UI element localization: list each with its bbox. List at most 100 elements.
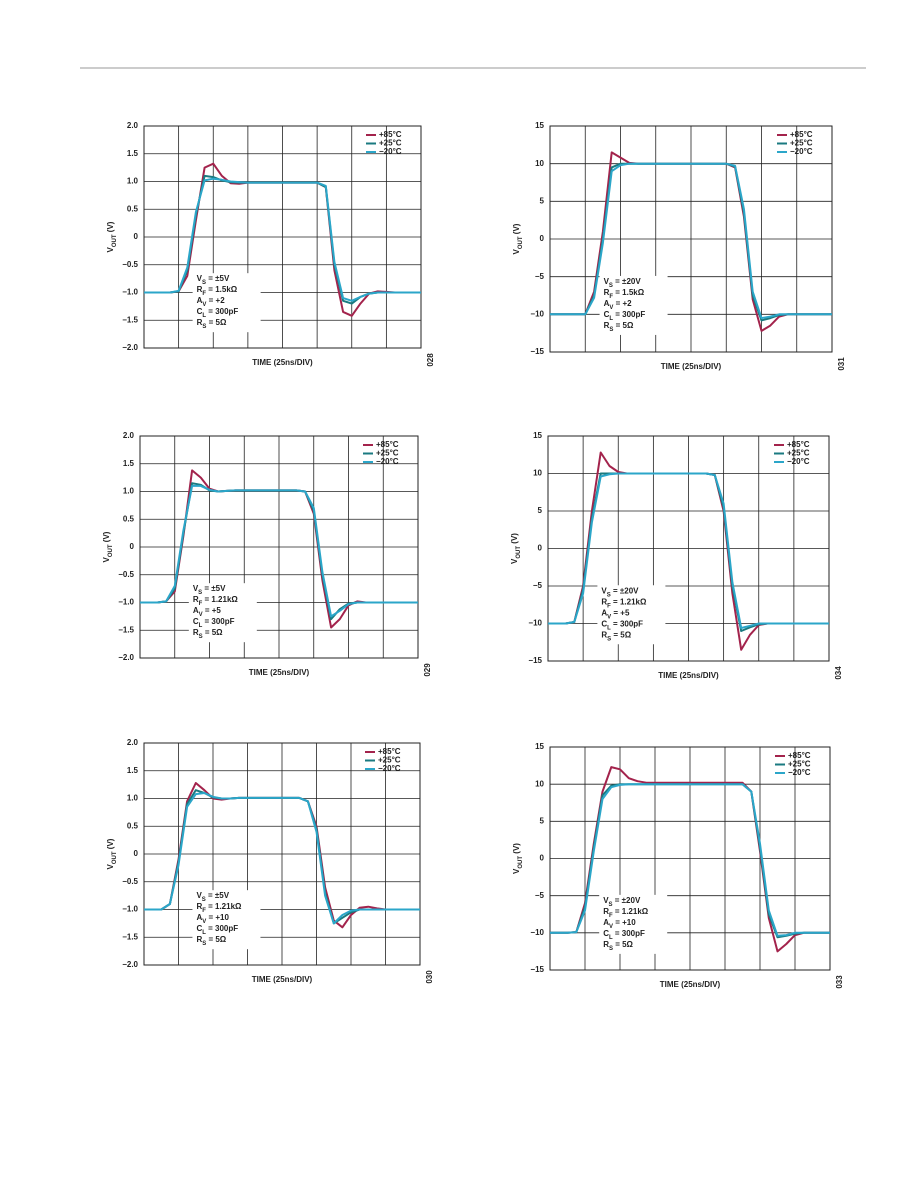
chart: −15 −10 −5 0 5 10 15 +85°C+25°C−20°C TIME (25ns/… <box>528 431 843 680</box>
annotation-line-rest: = 300pF <box>206 924 238 933</box>
annotation-line-sub: S <box>609 945 613 951</box>
annotation-line-main: R <box>603 940 609 949</box>
series-line <box>140 484 418 618</box>
y-tick-label: −5 <box>533 581 543 590</box>
y-tick-label: −2.0 <box>118 653 134 662</box>
legend-label: +85°C <box>378 747 401 756</box>
y-tick-label: 1.5 <box>123 459 135 468</box>
y-tick-label: 0.5 <box>127 821 139 830</box>
y-tick-label: 15 <box>535 121 544 130</box>
annotation-line-sub: S <box>609 327 613 333</box>
legend-label: −20°C <box>790 147 813 156</box>
annotation-box <box>599 275 668 335</box>
annotation-line-sub: L <box>202 930 206 936</box>
y-tick-label: −0.5 <box>122 260 138 269</box>
annotation-line: VS = ±5V <box>193 584 226 595</box>
y-axis-label: VOUT (V) <box>106 221 117 252</box>
x-axis-label: TIME (25ns/DIV) <box>661 362 722 371</box>
y-tick-label: −1.5 <box>122 315 138 324</box>
annotation-line-main: V <box>603 896 609 905</box>
y-axis-label: VOUT (V) <box>512 843 523 874</box>
y-tick-label: −1.5 <box>122 932 138 941</box>
annotation-line-main: R <box>196 902 202 911</box>
annotation-line-rest: = 300pF <box>613 929 645 938</box>
y-tick-label: −0.5 <box>122 877 138 886</box>
annotation-line: VS = ±20V <box>604 277 642 288</box>
annotation-line-main: C <box>197 307 203 316</box>
annotation-line-main: R <box>604 288 610 297</box>
y-tick-label: −0.5 <box>118 570 134 579</box>
legend-label: +25°C <box>376 449 399 458</box>
annotation-line: CL = 300pF <box>193 617 235 628</box>
annotation-line-rest: = +5 <box>611 608 630 617</box>
figure-id: 028 <box>426 353 435 367</box>
annotation-line-sub: S <box>202 280 206 286</box>
y-axis-label-main: V <box>106 863 115 869</box>
y-tick-label: 10 <box>533 469 542 478</box>
y-tick-label: 1.5 <box>127 766 139 775</box>
annotation-line: RS = 5Ω <box>604 321 634 332</box>
annotation-line: RF = 1.21kΩ <box>196 902 242 913</box>
annotation-line-main: V <box>197 274 203 283</box>
annotation-line: AV = +2 <box>604 299 633 310</box>
y-tick-label: 15 <box>535 742 544 751</box>
annotation-box <box>192 273 261 333</box>
annotation-line-rest: = ±5V <box>206 274 230 283</box>
series-line <box>550 162 832 320</box>
y-tick-label: −1.5 <box>118 625 134 634</box>
y-tick-label: −1.0 <box>122 905 138 914</box>
figure-id: 031 <box>837 357 846 371</box>
y-tick-label: 10 <box>535 159 544 168</box>
annotation-line-sub: V <box>199 612 203 618</box>
figure-id: 030 <box>425 970 434 984</box>
annotation-line-sub: F <box>199 601 203 607</box>
legend-label: +25°C <box>790 139 813 148</box>
annotation-line-rest: = 5Ω <box>613 940 634 949</box>
annotation-line-rest: = 300pF <box>611 619 643 628</box>
legend-label: −20°C <box>378 764 401 773</box>
annotation-line: AV = +10 <box>196 913 229 924</box>
series-line <box>144 792 420 925</box>
annotation-line-main: R <box>193 595 199 604</box>
annotation-line-main: V <box>196 891 202 900</box>
annotation-line-sub: F <box>607 603 611 609</box>
annotation-line-sub: V <box>609 305 613 311</box>
x-axis-label: TIME (25ns/DIV) <box>249 668 310 677</box>
annotation-line-rest: = 1.21kΩ <box>611 597 647 606</box>
y-tick-label: 5 <box>538 506 543 515</box>
y-axis-label-rest: (V) <box>102 531 111 544</box>
annotation-line-rest: = ±5V <box>202 584 226 593</box>
annotation-line-main: C <box>603 929 609 938</box>
y-tick-label: 0 <box>540 234 545 243</box>
annotation-line-main: A <box>196 913 202 922</box>
annotation-line-rest: = ±20V <box>613 896 641 905</box>
y-tick-label: 0.5 <box>123 514 135 523</box>
y-tick-label: −10 <box>530 309 544 318</box>
annotation-line: VS = ±5V <box>196 891 229 902</box>
annotation-line: AV = +5 <box>193 606 222 617</box>
y-tick-label: 1.0 <box>127 794 139 803</box>
y-axis-label-rest: (V) <box>106 838 115 851</box>
annotation-line: RS = 5Ω <box>601 630 631 641</box>
y-axis-label-rest: (V) <box>512 843 521 856</box>
annotation-line-rest: = 1.5kΩ <box>613 288 645 297</box>
y-axis-label-main: V <box>512 248 521 254</box>
annotation-line-rest: = 300pF <box>613 310 645 319</box>
y-tick-label: −15 <box>530 965 544 974</box>
x-axis-label: TIME (25ns/DIV) <box>252 975 313 984</box>
annotation-line-rest: = 5Ω <box>611 630 632 639</box>
annotation-line-sub: F <box>609 912 613 918</box>
y-tick-label: −5 <box>535 891 545 900</box>
annotation-line-rest: = +10 <box>613 918 636 927</box>
annotation-line-sub: V <box>609 923 613 929</box>
annotation-line-rest: = +5 <box>203 606 222 615</box>
y-tick-label: 0 <box>540 854 545 863</box>
annotation-line: RS = 5Ω <box>196 935 226 946</box>
legend-label: +85°C <box>376 440 399 449</box>
y-tick-label: −1.0 <box>118 598 134 607</box>
y-tick-label: −2.0 <box>122 343 138 352</box>
y-axis-label: VOUT (V) <box>510 533 521 564</box>
legend-label: +85°C <box>790 130 813 139</box>
x-axis-label: TIME (25ns/DIV) <box>252 358 313 367</box>
annotation-line: CL = 300pF <box>601 619 643 630</box>
